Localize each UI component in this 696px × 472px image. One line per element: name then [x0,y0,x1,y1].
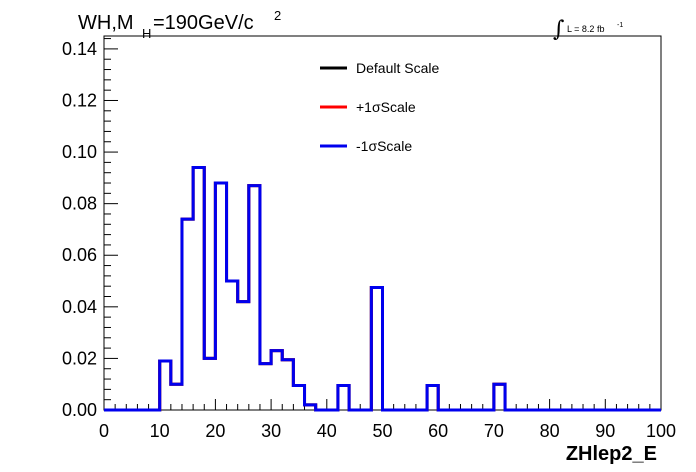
x-tick-label: 70 [484,421,504,441]
legend-label: Default Scale [356,60,439,76]
legend-label: +1σScale [356,99,416,115]
series-line [104,166,661,412]
y-tick-label: 0.02 [62,348,97,368]
y-tick-label: 0.06 [62,245,97,265]
x-tick-label: 60 [428,421,448,441]
y-tick-label: 0.10 [62,142,97,162]
y-tick-label: 0.14 [62,39,97,59]
luminosity-integral: ∫ [553,17,565,42]
y-tick-label: 0.04 [62,297,97,317]
legend: Default Scale +1σScale -1σScale [320,60,439,154]
y-tick-label: 0.00 [62,400,97,420]
chart-title-rest: =190GeV/c [153,12,254,34]
luminosity-superscript: -1 [617,22,623,29]
y-tick-label: 0.12 [62,90,97,110]
legend-label: -1σScale [356,138,412,154]
x-tick-label: 90 [595,421,615,441]
x-tick-label: 20 [205,421,225,441]
x-tick-label: 40 [317,421,337,441]
x-tick-label: 30 [261,421,281,441]
x-tick-label: 50 [372,421,392,441]
series-layer [104,166,661,412]
x-tick-label: 0 [99,421,109,441]
chart-title-subscript: H [142,26,151,41]
luminosity-label: L = 8.2 fb [567,24,604,34]
y-tick-label: 0.08 [62,194,97,214]
x-axis-label: ZHlep2_E [566,443,657,465]
x-tick-label: 100 [646,421,676,441]
x-tick-label: 10 [150,421,170,441]
chart-title: WH,M [78,12,134,34]
chart-title-superscript: 2 [274,8,281,23]
x-tick-label: 80 [540,421,560,441]
